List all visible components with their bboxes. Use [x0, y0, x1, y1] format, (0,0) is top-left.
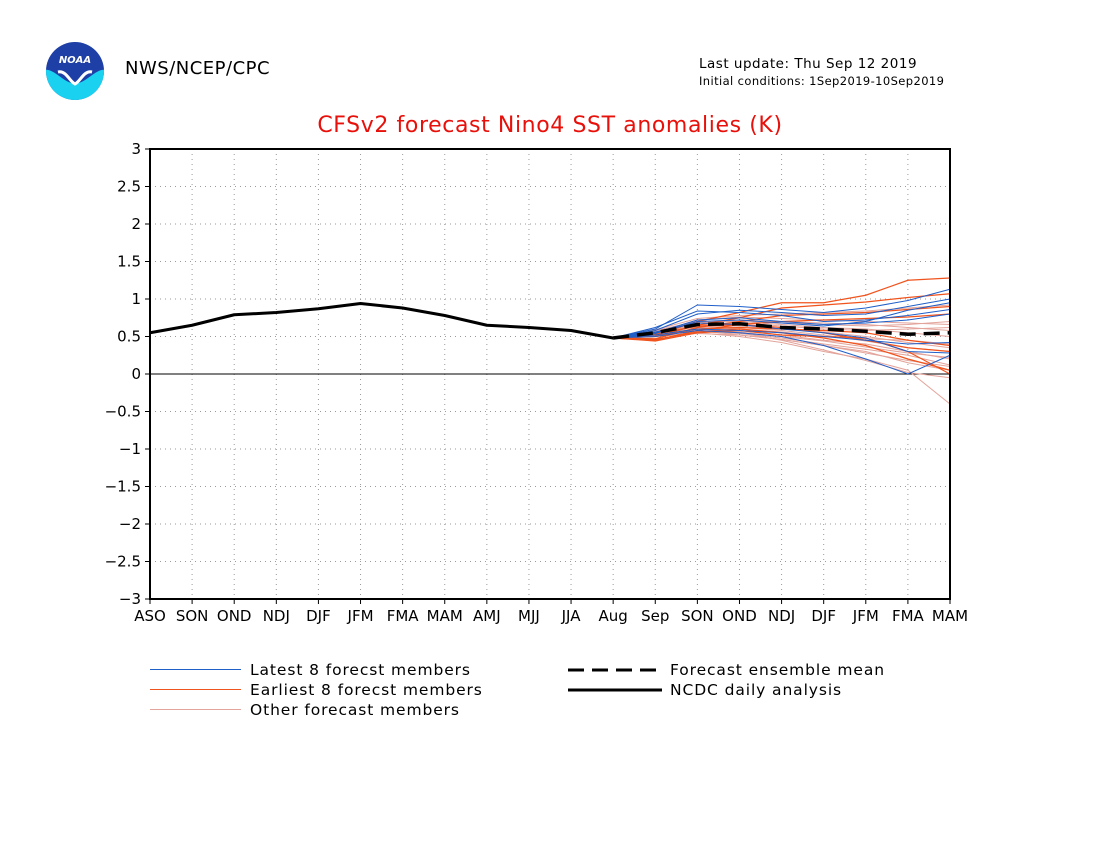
y-axis: 3 2.5 2 1.5 1 0.5 0 −0.5 −1 −1.5 −2 −2.5 −3 — [105, 140, 150, 608]
x-tick-label: MAM — [932, 607, 968, 625]
x-tick-label: OND — [722, 607, 757, 625]
x-tick-label: OND — [217, 607, 252, 625]
y-tick-label: 2 — [131, 215, 141, 233]
x-tick-label: Aug — [599, 607, 628, 625]
x-tick-label: SON — [681, 607, 714, 625]
x-tick-label: FMA — [892, 607, 925, 625]
x-tick-label: DJF — [811, 607, 836, 625]
latest-member-line — [613, 329, 951, 375]
agency-label: NWS/NCEP/CPC — [125, 58, 271, 79]
legend-earliest-label: Earliest 8 forecst members — [250, 681, 483, 699]
y-tick-label: 2.5 — [117, 178, 141, 196]
y-tick-label: −1.5 — [105, 478, 141, 496]
y-tick-label: −3 — [119, 590, 141, 608]
x-tick-label: JFM — [852, 607, 879, 625]
legend-mean-label: Forecast ensemble mean — [670, 661, 885, 679]
ensemble-mean-line — [612, 321, 951, 340]
initial-conditions-label: Initial conditions: 1Sep2019-10Sep2019 — [699, 74, 945, 88]
x-tick-label: JFM — [347, 607, 374, 625]
latest-member-line — [613, 288, 951, 339]
legend-earliest-swatch — [150, 689, 241, 690]
latest-member-line — [613, 328, 951, 345]
y-tick-label: −2 — [119, 515, 141, 533]
x-tick-label: Sep — [641, 607, 669, 625]
x-tick-label: ASO — [134, 607, 166, 625]
legend-mean-swatch — [568, 668, 662, 672]
analysis-line — [149, 302, 614, 340]
x-tick-label: NDJ — [263, 607, 290, 625]
legend-latest-swatch — [150, 669, 241, 670]
x-tick-label: FMA — [387, 607, 420, 625]
noaa-logo: NOAA — [44, 40, 106, 102]
legend-latest-label: Latest 8 forecst members — [250, 661, 471, 679]
chart-title: CFSv2 forecast Nino4 SST anomalies (K) — [317, 113, 783, 138]
y-tick-label: 1.5 — [117, 253, 141, 271]
legend-other-swatch — [150, 709, 241, 710]
x-tick-label: MAM — [427, 607, 463, 625]
legend-analysis-swatch — [568, 688, 662, 692]
y-tick-label: 0.5 — [117, 328, 141, 346]
y-tick-label: 3 — [131, 140, 141, 158]
x-tick-label: MJJ — [518, 607, 540, 625]
plot-frame — [149, 148, 951, 600]
x-tick-label: JJA — [561, 607, 582, 625]
legend-analysis-label: NCDC daily analysis — [670, 681, 843, 699]
y-tick-label: −0.5 — [105, 403, 141, 421]
y-tick-label: 0 — [131, 365, 141, 383]
y-tick-label: −2.5 — [105, 553, 141, 571]
logo-text: NOAA — [59, 55, 91, 66]
x-tick-label: NDJ — [768, 607, 795, 625]
latest-member-line — [613, 309, 951, 339]
other-member-line — [613, 321, 951, 339]
x-tick-label: DJF — [306, 607, 331, 625]
y-tick-label: 1 — [131, 290, 141, 308]
last-update-label: Last update: Thu Sep 12 2019 — [699, 56, 918, 72]
legend-other-label: Other forecast members — [250, 701, 460, 719]
x-tick-label: AMJ — [473, 607, 501, 625]
latest-member-line — [613, 298, 951, 339]
x-axis: ASO SON OND NDJ DJF JFM FMA MAM AMJ MJJ JJA Aug Sep S… — [134, 599, 968, 625]
x-tick-label: SON — [176, 607, 209, 625]
y-tick-label: −1 — [119, 440, 141, 458]
